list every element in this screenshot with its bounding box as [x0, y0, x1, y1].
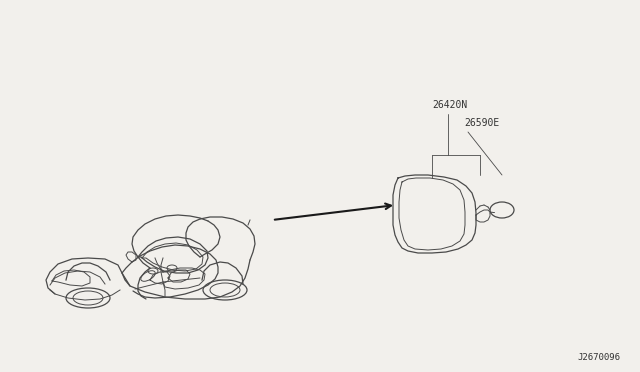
Text: 26590E: 26590E [464, 118, 499, 128]
Text: J2670096: J2670096 [577, 353, 620, 362]
Text: 26420N: 26420N [432, 100, 467, 110]
